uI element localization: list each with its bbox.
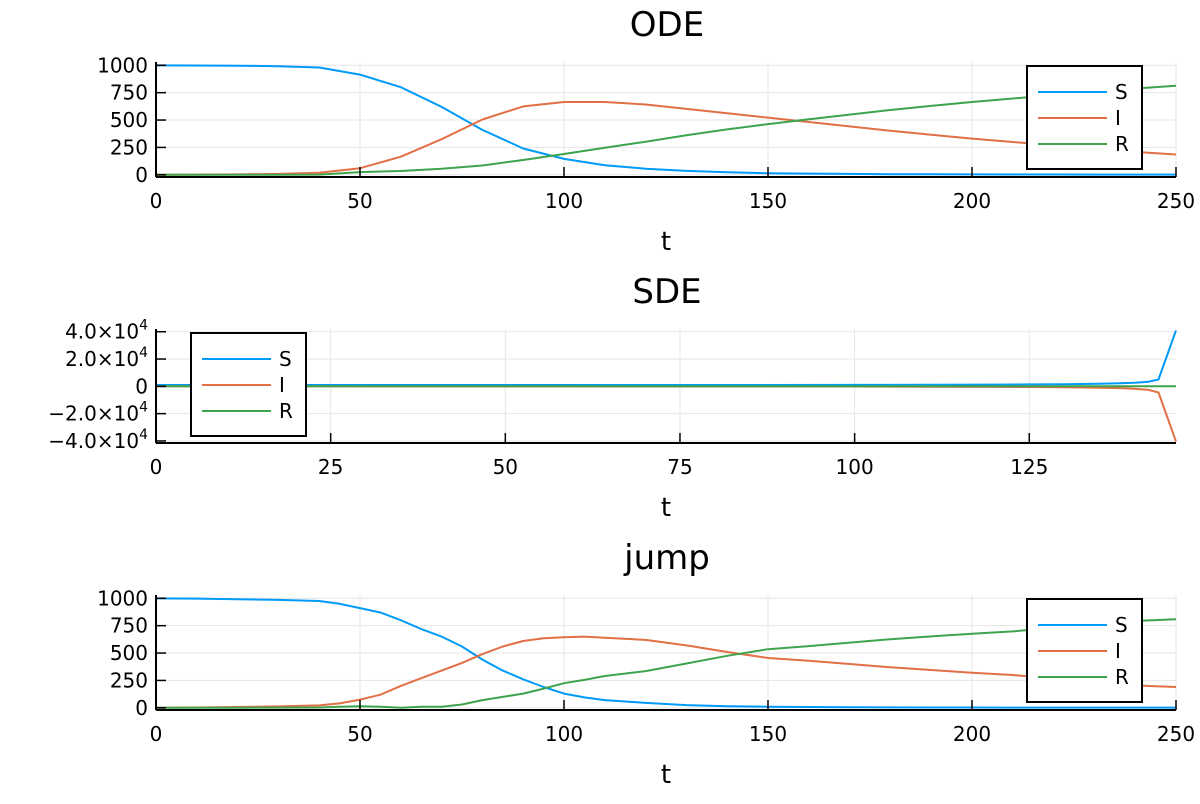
legend-label-S: S (1115, 80, 1128, 104)
y-tick-label: 500 (110, 108, 148, 132)
y-tick-label: 1000 (97, 586, 148, 610)
x-tick-label: 50 (347, 722, 372, 746)
y-tick-label: 2.0×104 (65, 345, 148, 371)
x-tick-label: 0 (150, 722, 163, 746)
series-line-R (156, 619, 1176, 708)
legend-label-R: R (1115, 132, 1129, 156)
y-tick-exponent: 4 (139, 427, 148, 443)
y-tick-label: −4.0×104 (48, 427, 148, 453)
x-axis-label: t (661, 760, 671, 790)
x-tick-label: 100 (545, 722, 583, 746)
y-tick-label: 250 (110, 668, 148, 692)
y-tick-mantissa: −2.0×10 (48, 402, 139, 426)
x-tick-label: 250 (1157, 189, 1195, 213)
legend: SIR (191, 333, 306, 436)
y-tick-exponent: 4 (139, 400, 148, 416)
x-tick-label: 100 (545, 189, 583, 213)
legend: SIR (1027, 599, 1142, 702)
x-tick-label: 75 (667, 455, 692, 479)
y-tick-exponent: 4 (139, 345, 148, 361)
subplot-ode: ODE 0 50 100 150 200 250 0 250 500 750 1000 t SIR (97, 5, 1195, 257)
y-tick-mantissa: 0 (135, 374, 148, 398)
x-tick-label: 200 (953, 722, 991, 746)
chart-title: jump (623, 538, 710, 578)
series-line-S (156, 330, 1176, 385)
x-tick-label: 200 (953, 189, 991, 213)
legend-label-R: R (1115, 665, 1129, 689)
x-tick-label: 25 (318, 455, 343, 479)
y-tick-label: 0 (135, 696, 148, 720)
series-line-I (156, 637, 1176, 708)
x-tick-label: 250 (1157, 722, 1195, 746)
legend-label-S: S (279, 347, 292, 371)
chart-title: ODE (630, 5, 704, 45)
y-tick-label: 750 (110, 614, 148, 638)
y-tick-label: 750 (110, 81, 148, 105)
x-axis-label: t (661, 227, 671, 257)
legend-label-S: S (1115, 613, 1128, 637)
x-tick-label: 100 (836, 455, 874, 479)
legend: SIR (1027, 66, 1142, 169)
x-tick-label: 0 (150, 189, 163, 213)
y-tick-label: 1000 (97, 53, 148, 77)
x-axis-label: t (661, 493, 671, 523)
x-tick-label: 50 (493, 455, 518, 479)
y-tick-label: 4.0×104 (65, 318, 148, 344)
x-tick-label: 0 (150, 455, 163, 479)
y-tick-mantissa: −4.0×10 (48, 429, 139, 453)
legend-label-R: R (279, 399, 293, 423)
y-tick-mantissa: 2.0×10 (65, 347, 139, 371)
x-tick-label: 50 (347, 189, 372, 213)
y-tick-label: 250 (110, 135, 148, 159)
y-tick-label: 500 (110, 641, 148, 665)
chart-title: SDE (632, 272, 701, 312)
y-tick-label: 0 (135, 163, 148, 187)
y-tick-exponent: 4 (139, 318, 148, 334)
legend-label-I: I (1115, 106, 1121, 130)
y-tick-label: −2.0×104 (48, 400, 148, 426)
series-line-R (156, 86, 1176, 175)
legend-label-I: I (1115, 639, 1121, 663)
x-tick-label: 150 (749, 189, 787, 213)
y-tick-mantissa: 4.0×10 (65, 320, 139, 344)
subplot-jump: jump 0 50 100 150 200 250 0 250 500 750 1000 t SIR (97, 538, 1195, 790)
legend-label-I: I (279, 373, 285, 397)
x-tick-label: 150 (749, 722, 787, 746)
x-tick-label: 125 (1010, 455, 1048, 479)
y-tick-label: 0 (135, 374, 148, 398)
